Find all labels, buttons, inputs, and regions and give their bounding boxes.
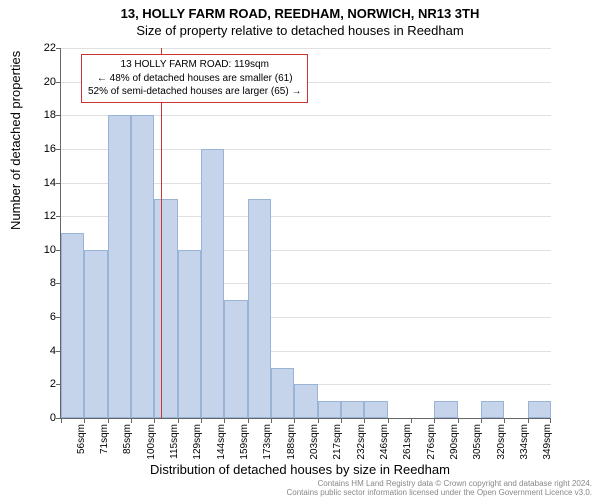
y-tick-label: 0 bbox=[26, 412, 56, 424]
y-tick-label: 14 bbox=[26, 177, 56, 189]
footer-line: Contains public sector information licen… bbox=[286, 488, 592, 498]
footer-line: Contains HM Land Registry data © Crown c… bbox=[286, 479, 592, 489]
histogram-bar bbox=[481, 401, 504, 418]
annotation-line: ← 48% of detached houses are smaller (61… bbox=[88, 72, 301, 86]
histogram-bar bbox=[201, 149, 224, 418]
y-tick-label: 2 bbox=[26, 378, 56, 390]
chart-subtitle: Size of property relative to detached ho… bbox=[0, 21, 600, 38]
histogram-bar bbox=[154, 199, 177, 418]
histogram-bar bbox=[528, 401, 551, 418]
annotation-line: 13 HOLLY FARM ROAD: 119sqm bbox=[88, 58, 301, 72]
y-tick-label: 10 bbox=[26, 244, 56, 256]
histogram-bar bbox=[108, 115, 131, 418]
histogram-bar bbox=[294, 384, 317, 418]
chart-title: 13, HOLLY FARM ROAD, REEDHAM, NORWICH, N… bbox=[0, 0, 600, 21]
y-axis-label: Number of detached properties bbox=[8, 51, 23, 230]
y-tick-label: 4 bbox=[26, 345, 56, 357]
annotation-box: 13 HOLLY FARM ROAD: 119sqm ← 48% of deta… bbox=[81, 54, 308, 103]
y-tick-label: 22 bbox=[26, 42, 56, 54]
histogram-bar bbox=[364, 401, 387, 418]
histogram-bar bbox=[131, 115, 154, 418]
histogram-bar bbox=[84, 250, 107, 418]
y-tick-label: 16 bbox=[26, 143, 56, 155]
x-axis-label: Distribution of detached houses by size … bbox=[0, 462, 600, 477]
plot-area: 13 HOLLY FARM ROAD: 119sqm ← 48% of deta… bbox=[60, 48, 551, 419]
histogram-bar bbox=[271, 368, 294, 418]
y-tick-label: 20 bbox=[26, 76, 56, 88]
histogram-bar bbox=[434, 401, 457, 418]
reference-line bbox=[161, 48, 162, 418]
y-tick-label: 18 bbox=[26, 109, 56, 121]
histogram-bar bbox=[341, 401, 364, 418]
footer-attribution: Contains HM Land Registry data © Crown c… bbox=[286, 479, 592, 498]
chart-container: 13, HOLLY FARM ROAD, REEDHAM, NORWICH, N… bbox=[0, 0, 600, 500]
histogram-bar bbox=[248, 199, 271, 418]
histogram-bar bbox=[224, 300, 247, 418]
y-tick-label: 6 bbox=[26, 311, 56, 323]
histogram-bar bbox=[61, 233, 84, 418]
y-tick-label: 8 bbox=[26, 277, 56, 289]
y-tick-label: 12 bbox=[26, 210, 56, 222]
annotation-line: 52% of semi-detached houses are larger (… bbox=[88, 85, 301, 99]
histogram-bar bbox=[178, 250, 201, 418]
histogram-bar bbox=[318, 401, 341, 418]
